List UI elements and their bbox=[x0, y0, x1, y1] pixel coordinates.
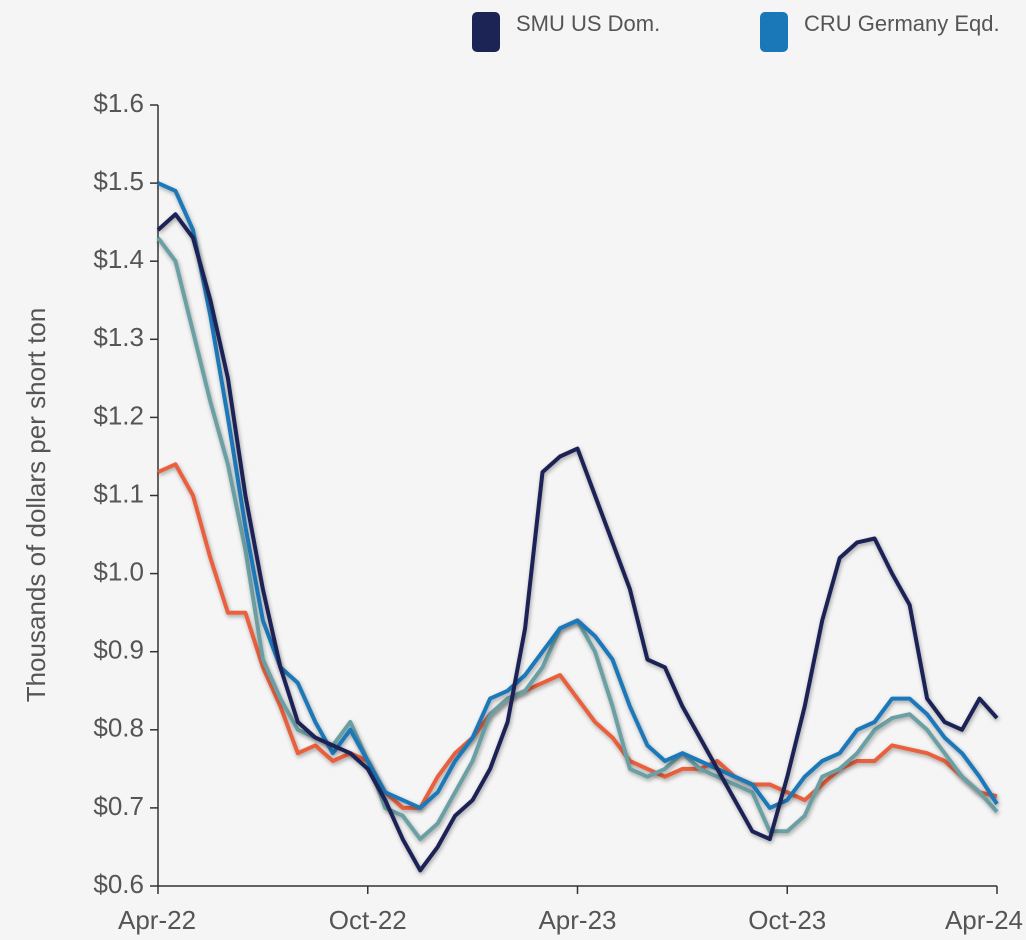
x-tick-label: Apr-23 bbox=[538, 905, 616, 935]
x-tick-label: Oct-23 bbox=[748, 905, 826, 935]
y-tick-label: $1.3 bbox=[93, 322, 144, 352]
y-axis-label: Thousands of dollars per short ton bbox=[21, 308, 51, 703]
y-tick-label: $1.6 bbox=[93, 88, 144, 118]
y-tick-label: $1.4 bbox=[93, 244, 144, 274]
y-tick-label: $0.8 bbox=[93, 713, 144, 743]
series-line bbox=[156, 212, 999, 873]
y-tick-label: $1.1 bbox=[93, 478, 144, 508]
y-tick-label: $1.0 bbox=[93, 556, 144, 586]
legend-label: CRU Germany Eqd. bbox=[804, 11, 1000, 36]
y-tick-label: $0.6 bbox=[93, 869, 144, 899]
series-line bbox=[157, 181, 999, 810]
y-tick-label: $0.7 bbox=[93, 791, 144, 821]
x-tick-label: Apr-24 bbox=[945, 905, 1023, 935]
legend-label: SMU US Dom. bbox=[516, 11, 660, 36]
legend-swatch bbox=[472, 12, 500, 52]
y-tick-label: $1.5 bbox=[93, 166, 144, 196]
x-tick-label: Oct-22 bbox=[329, 905, 407, 935]
series-line bbox=[157, 462, 998, 810]
y-tick-label: $0.9 bbox=[93, 635, 144, 665]
y-tick-label: $1.2 bbox=[93, 400, 144, 430]
legend-swatch bbox=[760, 12, 788, 52]
x-tick-label: Apr-22 bbox=[118, 905, 196, 935]
